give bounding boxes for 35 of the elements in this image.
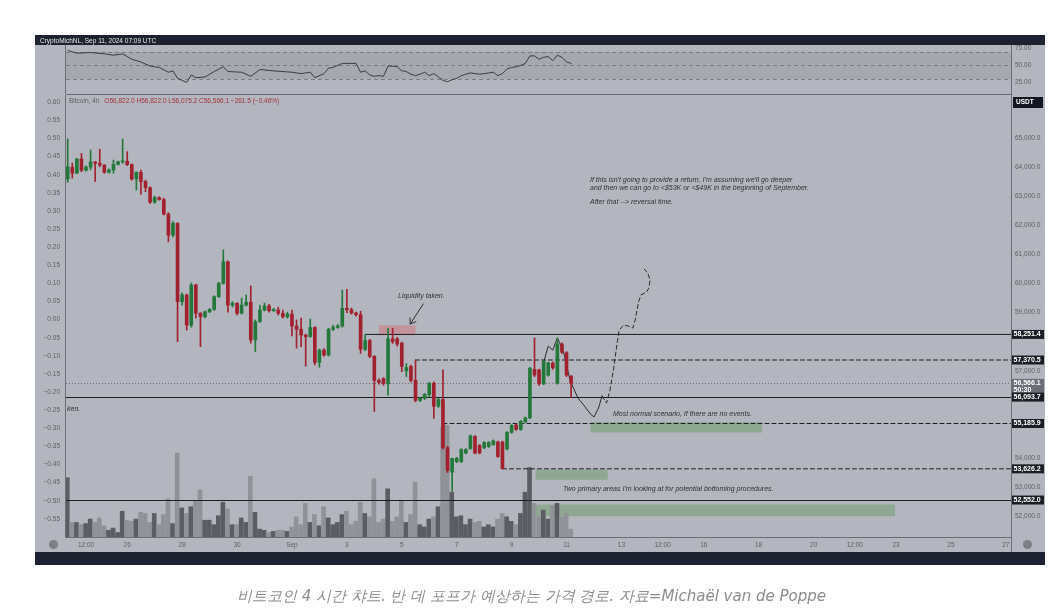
bar [513,524,519,537]
bar [234,524,240,537]
bar [312,514,318,537]
bar [170,523,176,537]
bar [541,509,546,537]
bar [481,526,487,537]
candlestick [75,158,79,174]
bar [417,524,423,537]
bar [138,512,144,537]
bar [152,513,157,537]
bar [124,519,130,537]
bar [504,516,510,537]
bar [550,505,556,537]
bar [243,522,249,537]
bar [179,507,185,537]
bar [74,522,80,537]
bar [202,519,208,537]
bar [472,522,478,537]
bar [362,513,368,537]
bar [275,529,281,537]
bar [385,488,391,537]
bar [431,516,437,537]
bar [225,508,231,537]
bar [83,523,89,537]
bar [527,467,533,537]
bar [449,491,455,537]
bar [92,522,98,537]
bar [344,510,350,537]
bar [248,476,254,537]
bar [184,513,189,537]
bar [106,529,112,537]
bar [266,532,272,537]
bar [559,516,565,537]
bar [321,506,327,537]
text: 비트코인 4 시간 챠트. 반 데 포프가 예상하는 가격 경로. 자료=Michaël van de Poppe [236,586,827,606]
